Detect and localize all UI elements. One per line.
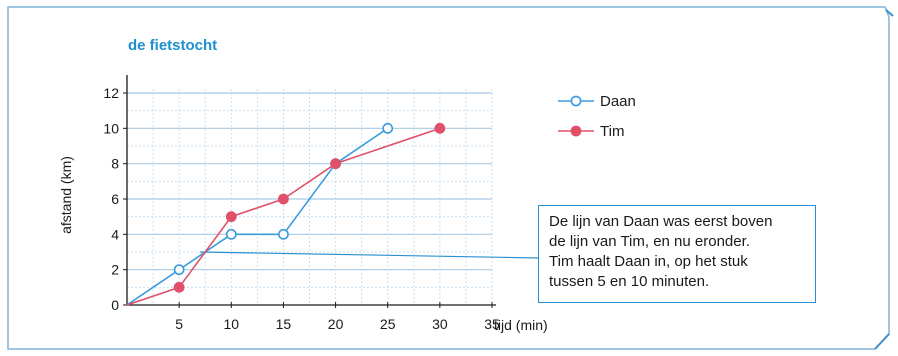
grid [127, 89, 493, 305]
y-tick-label: 2 [111, 262, 119, 278]
data-point-daan [278, 228, 289, 240]
y-tick-label: 6 [111, 191, 119, 207]
annotation-line-3: Tim haalt Daan in, op het stuk [549, 253, 748, 270]
callout-connector [199, 251, 541, 259]
x-axis-label: tijd (min) [494, 317, 548, 333]
data-point-tim [434, 122, 446, 134]
chart-title: de fietstocht [128, 37, 217, 54]
data-point-tim [225, 211, 237, 223]
y-tick-label: 10 [103, 120, 119, 136]
tick-labels: 5 10 15 20 25 30 35 0 2 4 6 8 10 12 [103, 85, 500, 332]
legend-marker [570, 125, 582, 137]
y-tick-label: 12 [103, 85, 119, 101]
data-point-daan [173, 264, 185, 276]
axes [123, 75, 496, 308]
frame-corner-accent [885, 9, 894, 17]
frame-corner-accent-bottom [874, 333, 890, 350]
x-tick-label: 35 [484, 316, 500, 332]
series-line-tim [126, 127, 441, 306]
x-tick-label: 20 [328, 316, 344, 332]
legend-label: Tim [600, 123, 624, 140]
x-tick-label: 15 [276, 316, 292, 332]
x-tick-label: 10 [223, 316, 239, 332]
series-line-daan [126, 127, 389, 306]
annotation-box: De lijn van Daan was eerst boven de lijn… [538, 205, 816, 303]
legend: Daan Tim [558, 93, 636, 140]
data-point-tim [330, 158, 341, 170]
legend-label: Daan [600, 93, 636, 110]
y-tick-label: 4 [111, 226, 119, 242]
annotation-line-2: de lijn van Tim, en nu eronder. [549, 233, 750, 250]
series [126, 122, 446, 306]
data-point-daan [382, 122, 394, 134]
annotation-line-1: De lijn van Daan was eerst boven [549, 213, 773, 230]
x-tick-label: 25 [380, 316, 396, 332]
data-point-tim [173, 281, 185, 293]
y-axis-label: afstand (km) [58, 156, 74, 234]
data-point-tim [278, 193, 289, 205]
legend-marker [570, 95, 582, 107]
x-tick-label: 5 [175, 316, 183, 332]
x-tick-label: 30 [432, 316, 448, 332]
data-point-daan [225, 228, 237, 240]
y-tick-label: 0 [111, 297, 119, 313]
y-tick-label: 8 [111, 156, 119, 172]
annotation-line-4: tussen 5 en 10 minuten. [549, 273, 710, 290]
